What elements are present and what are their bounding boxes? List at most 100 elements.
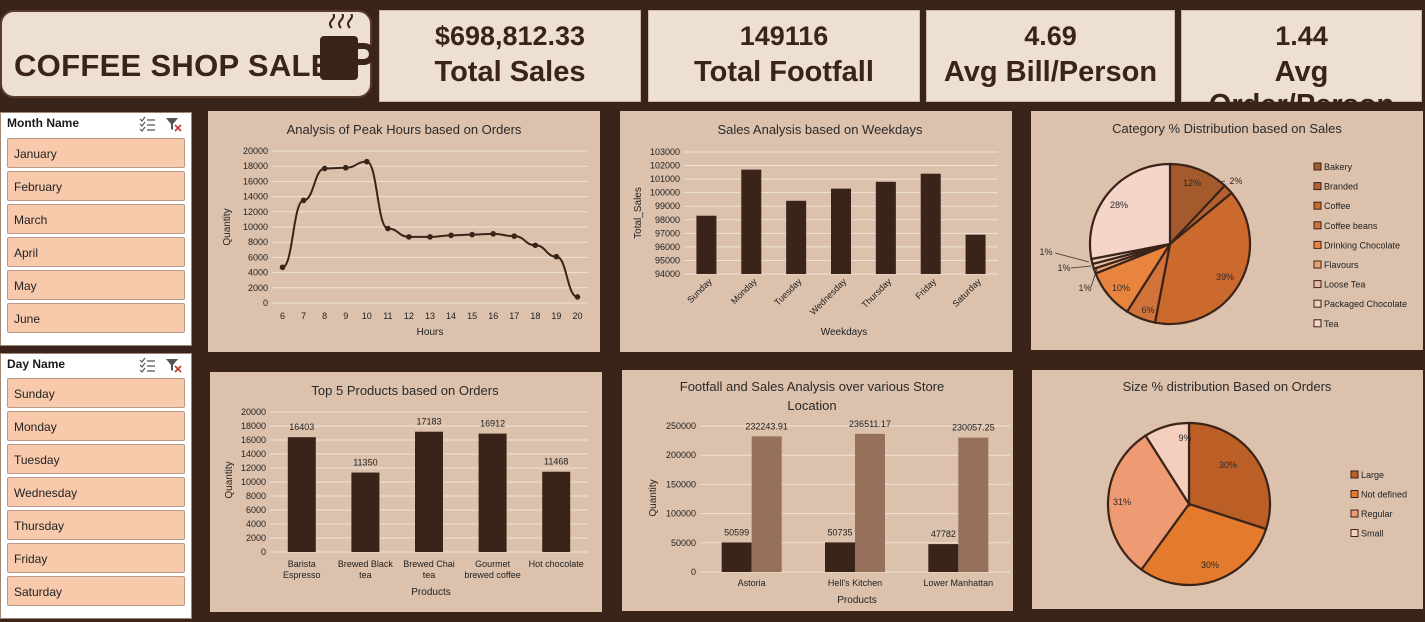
slice-label: 1% <box>1078 283 1091 293</box>
legend-swatch <box>1313 162 1322 171</box>
chart-title: Top 5 Products based on Orders <box>311 383 499 398</box>
chart-title: Analysis of Peak Hours based on Orders <box>287 122 522 137</box>
y-tick-label: 10000 <box>241 477 266 487</box>
weekday-sales-chart: Sales Analysis based on Weekdays 94000 950… <box>620 111 1012 352</box>
legend-swatch <box>1313 221 1322 230</box>
x-tick-label: Lower Manhattan <box>924 578 994 588</box>
slicer-item-february[interactable]: February <box>7 171 185 201</box>
slice-label: 10% <box>1112 283 1130 293</box>
slicer-item-thursday[interactable]: Thursday <box>7 510 185 540</box>
leader-line <box>1070 265 1092 269</box>
slicer-item-tuesday[interactable]: Tuesday <box>7 444 185 474</box>
slicer-item-monday[interactable]: Monday <box>7 411 185 441</box>
line-point <box>448 232 454 239</box>
multi-select-icon[interactable] <box>139 116 155 132</box>
kpi-total-footfall: 149116 Total Footfall <box>648 10 920 102</box>
line-point <box>427 234 433 240</box>
legend-swatch <box>1313 319 1322 328</box>
chart-title: Sales Analysis based on Weekdays <box>718 122 923 137</box>
x-tick-label: 10 <box>362 311 372 321</box>
kpi-label: Avg Bill/Person <box>943 56 1158 88</box>
x-tick-label: Gourmet <box>475 559 511 569</box>
slicer-item-june[interactable]: June <box>7 303 185 333</box>
slice-label: 30% <box>1219 460 1237 470</box>
x-tick-label: 9 <box>343 311 348 321</box>
weekday-bar <box>875 181 896 274</box>
chart-title: Footfall and Sales Analysis over various… <box>680 379 944 394</box>
x-tick-label: Astoria <box>738 578 766 588</box>
slicer-item-sunday[interactable]: Sunday <box>7 378 185 408</box>
y-tick-label: 101000 <box>650 174 680 184</box>
slice-label: 12% <box>1183 178 1201 188</box>
slicer-item-april[interactable]: April <box>7 237 185 267</box>
x-tick-label: 8 <box>322 311 327 321</box>
weekday-bar <box>920 173 941 274</box>
size-pie-chart: Size % distribution Based on Orders 30% 30… <box>1032 370 1423 609</box>
y-tick-label: 12000 <box>243 207 268 217</box>
slice-label: 31% <box>1113 497 1131 507</box>
y-axis-label: Quantity <box>224 461 235 498</box>
y-tick-label: 96000 <box>655 242 680 252</box>
x-tick-label: 16 <box>488 311 498 321</box>
x-axis-label: Products <box>837 595 876 606</box>
slicer-item-saturday[interactable]: Saturday <box>7 576 185 606</box>
line-point <box>279 264 286 271</box>
slicer-item-january[interactable]: January <box>7 138 185 168</box>
slice-label: 1% <box>1039 247 1052 257</box>
slicer-header: Month Name <box>7 116 79 130</box>
store-location-chart: Footfall and Sales Analysis over various… <box>622 370 1013 611</box>
y-tick-label: 20000 <box>243 146 268 156</box>
y-tick-label: 12000 <box>241 463 266 473</box>
x-tick-label: 17 <box>509 311 519 321</box>
x-tick-label: 7 <box>301 311 306 321</box>
legend-label: Bakery <box>1324 162 1353 172</box>
x-tick-label: Thursday <box>860 276 894 310</box>
x-tick-label: Brewed Black <box>338 559 394 569</box>
y-tick-label: 100000 <box>666 509 696 519</box>
y-tick-label: 14000 <box>241 449 266 459</box>
pie-slice <box>1187 421 1272 531</box>
data-label: 50735 <box>827 527 852 537</box>
clear-filter-icon[interactable] <box>166 118 182 132</box>
clear-filter-icon[interactable] <box>166 359 182 373</box>
data-label: 16403 <box>289 422 314 432</box>
y-tick-label: 103000 <box>650 147 680 157</box>
legend-label: Packaged Chocolate <box>1324 299 1407 309</box>
store-bar <box>958 437 989 572</box>
slicer-item-march[interactable]: March <box>7 204 185 234</box>
line-point <box>321 165 328 172</box>
data-label: 11468 <box>544 457 568 467</box>
slice-label: 28% <box>1110 200 1128 210</box>
kpi-avg-bill: 4.69 Avg Bill/Person <box>926 10 1175 102</box>
slicer-item-wednesday[interactable]: Wednesday <box>7 477 185 507</box>
slice-label: 6% <box>1141 305 1154 315</box>
y-tick-label: 94000 <box>655 269 680 279</box>
legend-label: Coffee beans <box>1324 221 1378 231</box>
chart-title: Size % distribution Based on Orders <box>1123 379 1332 394</box>
slicer-item-friday[interactable]: Friday <box>7 543 185 573</box>
x-tick-label: tea <box>423 570 436 580</box>
legend-label: Coffee <box>1324 201 1350 211</box>
x-tick-label: Brewed Chai <box>403 559 455 569</box>
data-label: 47782 <box>931 529 956 539</box>
store-bar <box>825 542 855 572</box>
y-tick-label: 8000 <box>248 237 268 247</box>
y-tick-label: 2000 <box>246 533 266 543</box>
x-tick-label: Monday <box>729 276 759 306</box>
x-tick-label: 20 <box>572 311 582 321</box>
pie-slice <box>1139 502 1268 587</box>
x-tick-label: Wednesday <box>808 276 849 317</box>
multi-select-icon[interactable] <box>139 357 155 373</box>
data-label: 232243.91 <box>745 421 788 431</box>
slicer-header: Day Name <box>7 357 66 371</box>
legend-swatch <box>1313 201 1322 210</box>
y-tick-label: 0 <box>261 547 266 557</box>
slicer-item-may[interactable]: May <box>7 270 185 300</box>
legend-swatch <box>1313 182 1322 191</box>
line-point <box>300 197 307 204</box>
line-point <box>532 242 539 249</box>
peak-hours-chart: Analysis of Peak Hours based on Orders 0 2… <box>208 111 600 352</box>
store-bar <box>721 542 752 572</box>
x-tick-label: tea <box>359 570 372 580</box>
line-point <box>469 231 475 238</box>
